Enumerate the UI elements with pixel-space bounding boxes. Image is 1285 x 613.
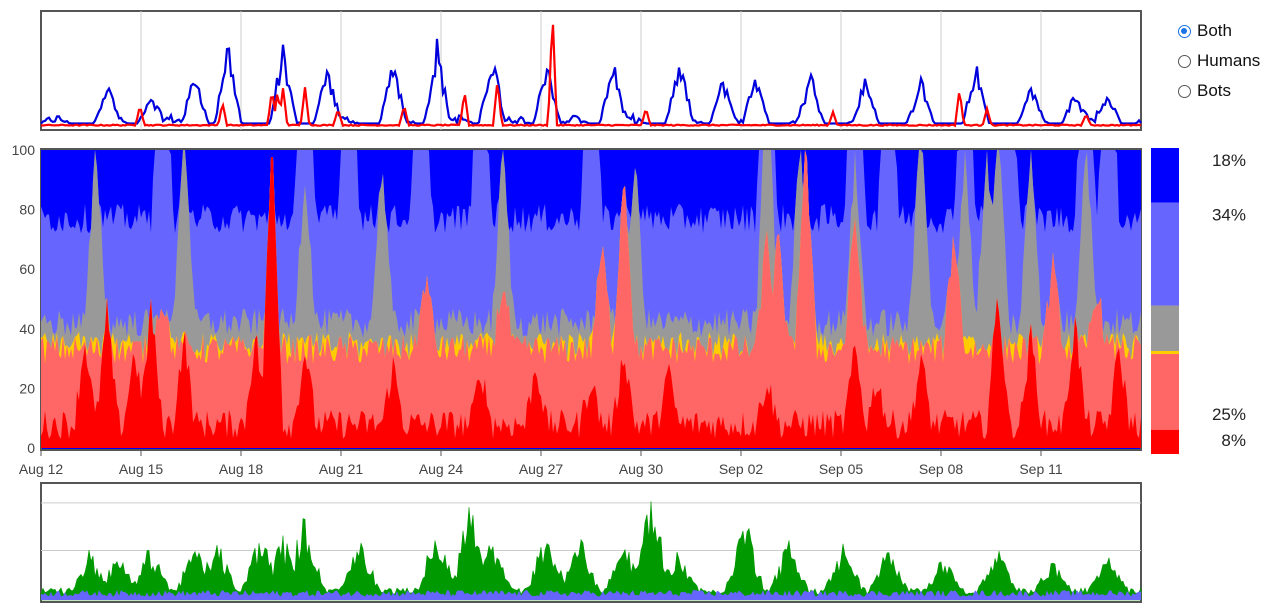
legend-swatch-0 [1151, 148, 1179, 203]
x-tick-label: Sep 11 [1019, 461, 1063, 477]
bottom-area-purple [41, 590, 1141, 600]
y-tick-label: 60 [19, 261, 35, 277]
y-tick-label: 0 [27, 440, 35, 456]
bottom-gridlines [41, 502, 1141, 551]
x-tick-label: Sep 05 [819, 461, 864, 477]
y-axis-ticks: 0 20 40 60 80 100 [12, 142, 36, 456]
legend-label: 25% [1212, 405, 1246, 424]
legend-label: 34% [1212, 206, 1246, 225]
legend-swatch-3 [1151, 350, 1179, 355]
stacked-areas [41, 150, 1141, 448]
y-tick-label: 80 [19, 202, 35, 218]
bottom-panel [40, 482, 1142, 603]
x-tick-label: Aug 15 [119, 461, 164, 477]
overview-series-line-1 [40, 24, 1142, 128]
y-tick-label: 20 [19, 380, 35, 396]
radio-both[interactable]: Both [1178, 16, 1260, 46]
y-tick-label: 40 [19, 321, 35, 337]
radio-humans[interactable]: Humans [1178, 46, 1260, 76]
legend-swatch-1 [1151, 202, 1179, 306]
radio-bots-button[interactable] [1178, 84, 1191, 98]
x-tick-label: Aug 12 [19, 461, 64, 477]
radio-both-label: Both [1197, 21, 1232, 40]
legend-swatch-2 [1151, 305, 1179, 351]
filter-radio-group: Both Humans Bots [1178, 16, 1260, 106]
x-tick-label: Aug 18 [219, 461, 264, 477]
bottom-area-green [40, 501, 1142, 601]
radio-both-button[interactable] [1178, 24, 1191, 38]
radio-bots[interactable]: Bots [1178, 76, 1260, 106]
overview-series [40, 24, 1142, 128]
x-tick-label: Aug 24 [419, 461, 464, 477]
stacked-area-1 [41, 150, 1141, 448]
radio-humans-button[interactable] [1178, 54, 1191, 68]
bottom-series [40, 501, 1142, 601]
overview-panel [40, 10, 1142, 131]
x-tick-label: Aug 27 [519, 461, 564, 477]
x-tick-label: Sep 02 [719, 461, 764, 477]
x-tick-label: Aug 30 [619, 461, 664, 477]
legend-label: 8% [1221, 431, 1246, 450]
x-axis-ticks: Aug 12 Aug 15 Aug 18 Aug 21 Aug 24 Aug 27 Aug … [19, 450, 1063, 477]
radio-bots-label: Bots [1197, 81, 1232, 100]
x-tick-label: Aug 21 [319, 461, 364, 477]
legend-label: 18% [1212, 151, 1246, 170]
legend-swatch-4 [1151, 354, 1179, 430]
share-legend: 18% 34% 25% 8% [1151, 148, 1246, 454]
x-tick-label: Sep 08 [919, 461, 964, 477]
y-tick-label: 100 [12, 142, 36, 158]
stacked-area-0 [41, 157, 1141, 448]
legend-swatch-5 [1151, 429, 1179, 454]
radio-humans-label: Humans [1197, 51, 1261, 70]
overview-series-line-0 [40, 38, 1142, 127]
